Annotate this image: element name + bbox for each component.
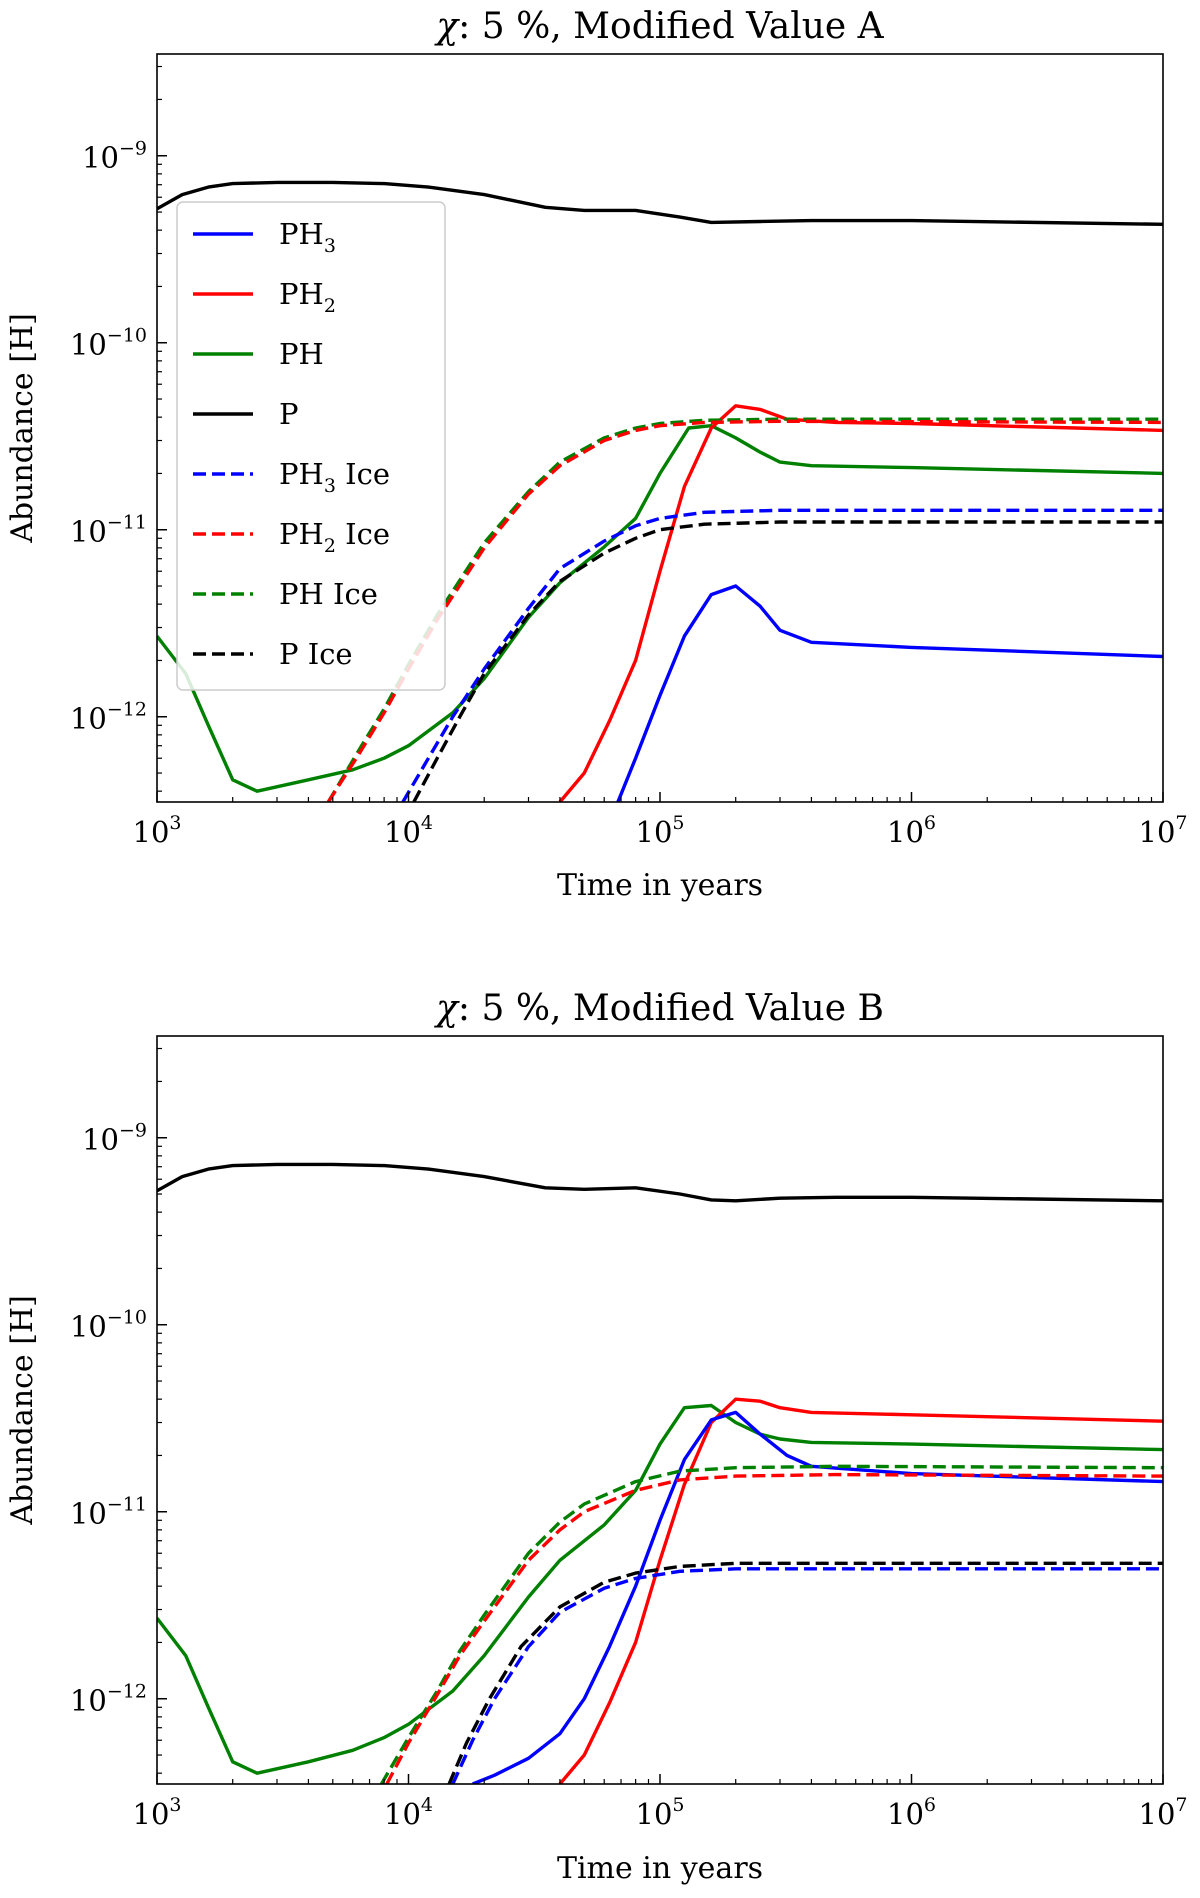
y-tick-label: 10−11 bbox=[70, 512, 147, 549]
series-ph bbox=[157, 1403, 1163, 1775]
legend-box bbox=[176, 201, 446, 691]
y-axis-label: Abundance [H] bbox=[5, 1295, 40, 1526]
x-tick-label: 103 bbox=[133, 1794, 182, 1831]
x-tick-label: 103 bbox=[133, 812, 182, 849]
series-ph3-ice bbox=[451, 1567, 1163, 1784]
series-ph2-ice bbox=[385, 1472, 1163, 1784]
legend: PH3 PH2 PH P PH3 Ice PH2 Ice PH Ice P Ice bbox=[176, 201, 446, 691]
chart-title: χ: 5 %, Modified Value A bbox=[433, 6, 884, 47]
chart-panel-2: χ: 5 %, Modified Value B 103 104 105 106 107 1… bbox=[5, 988, 1188, 1886]
series-ph-ice bbox=[379, 1464, 1163, 1784]
x-tick-label: 104 bbox=[384, 1794, 433, 1831]
y-tick-label: 10−12 bbox=[70, 699, 147, 736]
legend-label: PH3 Ice bbox=[279, 457, 390, 497]
chart-title-symbol: χ bbox=[433, 6, 460, 47]
legend-label: PH bbox=[279, 337, 324, 371]
legend-label: PH2 Ice bbox=[279, 517, 390, 557]
chart-title-text: : 5 %, Modified Value A bbox=[458, 6, 885, 47]
x-tick-label: 104 bbox=[384, 812, 433, 849]
series-p bbox=[157, 1162, 1163, 1203]
series-group bbox=[157, 1162, 1163, 1784]
series-ph bbox=[157, 424, 1163, 793]
x-tick-label: 107 bbox=[1139, 1794, 1188, 1831]
series-p-ice bbox=[447, 1561, 1163, 1784]
legend-label: P bbox=[279, 397, 299, 431]
series-ph3-ice bbox=[401, 508, 1163, 802]
series-p-ice bbox=[412, 520, 1163, 802]
y-tick-label: 10−10 bbox=[70, 1307, 147, 1344]
y-tick-label: 10−12 bbox=[70, 1681, 147, 1718]
series-ph3 bbox=[616, 584, 1163, 802]
y-tick-label: 10−9 bbox=[82, 138, 147, 175]
y-tick-label: 10−11 bbox=[70, 1494, 147, 1531]
y-tick-label: 10−9 bbox=[82, 1120, 147, 1157]
x-tick-label: 106 bbox=[887, 1794, 936, 1831]
x-tick-label: 105 bbox=[636, 812, 685, 849]
legend-label: PH Ice bbox=[279, 577, 378, 611]
legend-label: PH3 bbox=[279, 217, 336, 257]
series-group bbox=[157, 180, 1163, 802]
x-tick-label: 105 bbox=[636, 1794, 685, 1831]
x-tick-label: 106 bbox=[887, 812, 936, 849]
series-ph2-ice bbox=[326, 419, 1163, 802]
series-ph2 bbox=[558, 1397, 1163, 1784]
series-ph3 bbox=[472, 1410, 1163, 1784]
y-axis-label: Abundance [H] bbox=[5, 313, 40, 544]
axes-frame bbox=[156, 1035, 1164, 1785]
x-axis-label: Time in years bbox=[557, 1851, 763, 1886]
x-axis-label: Time in years bbox=[557, 868, 763, 903]
x-tick-label: 107 bbox=[1139, 812, 1188, 849]
series-ph-ice bbox=[326, 417, 1163, 802]
legend-label: PH2 bbox=[279, 277, 336, 317]
y-tick-label: 10−10 bbox=[70, 325, 147, 362]
chart-title: χ: 5 %, Modified Value B bbox=[433, 988, 884, 1029]
series-p bbox=[157, 180, 1163, 226]
chart-title-text: : 5 %, Modified Value B bbox=[458, 988, 884, 1029]
chart-panel-1: χ: 5 %, Modified Value A 103 104 105 106 107 1… bbox=[5, 6, 1188, 903]
chart-title-symbol: χ bbox=[433, 988, 460, 1029]
legend-label: P Ice bbox=[279, 637, 353, 671]
